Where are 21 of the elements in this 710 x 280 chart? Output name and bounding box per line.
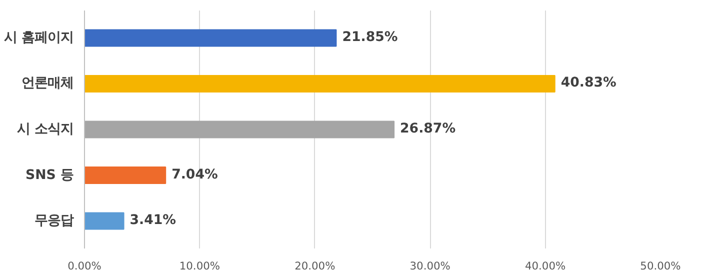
bar: [84, 120, 395, 138]
x-tick-label: 20.00%: [294, 260, 336, 272]
y-tick-label: SNS 등: [26, 168, 74, 183]
y-tick-label: 시 홈페이지: [4, 30, 74, 46]
x-tick-label: 0.00%: [68, 260, 102, 272]
data-label: 21.85%: [342, 30, 398, 45]
x-tick-label: 30.00%: [410, 260, 450, 272]
y-tick-label: 시 소식지: [16, 122, 74, 137]
x-tick-label: 10.00%: [179, 260, 220, 272]
data-label: 40.83%: [560, 76, 616, 91]
data-label: 7.04%: [172, 167, 218, 182]
bar: [84, 29, 337, 47]
bar: [84, 166, 166, 184]
y-tick-label: 무응답: [34, 214, 74, 229]
y-tick-label: 언론매체: [22, 76, 74, 92]
data-label: 26.87%: [400, 122, 456, 136]
bar: [84, 74, 556, 92]
bar: [84, 212, 124, 230]
x-tick-label: 40.00%: [524, 260, 566, 272]
data-label: 3.41%: [130, 213, 176, 228]
x-tick-label: 50.00%: [640, 260, 681, 272]
